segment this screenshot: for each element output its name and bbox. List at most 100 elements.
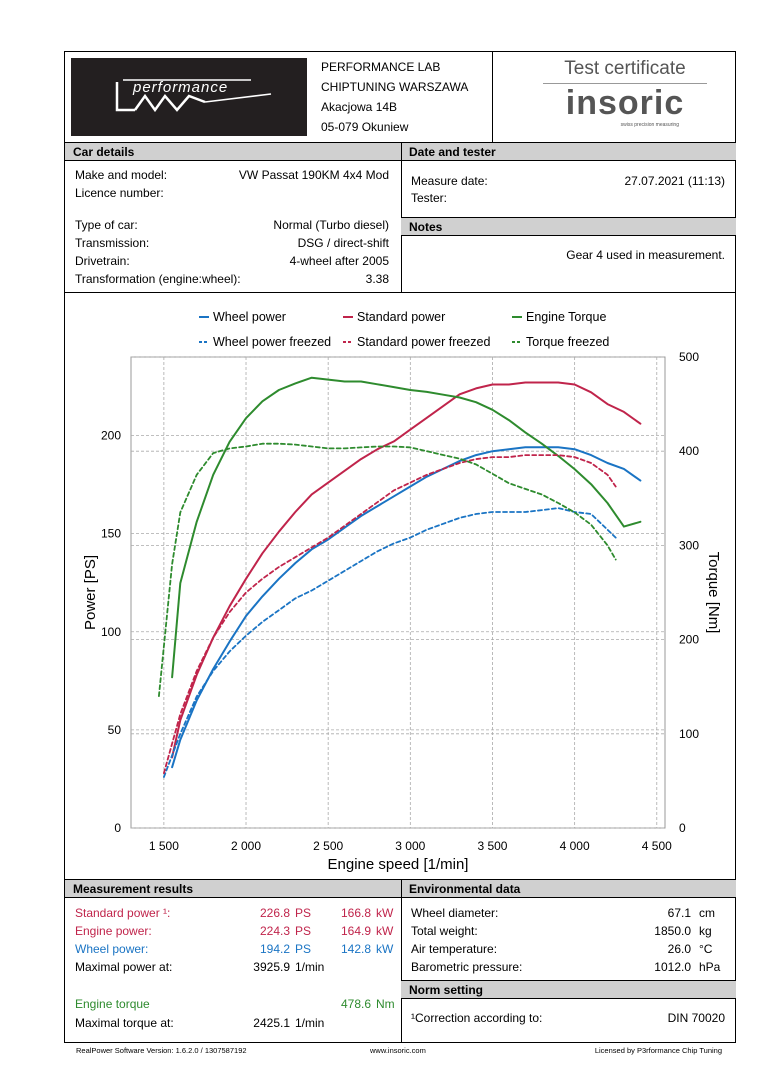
chart-grid: [130, 356, 666, 829]
y-axis-title: Power [PS]: [82, 555, 99, 630]
baro-pressure-value: 1012.0: [654, 960, 691, 974]
max-power-label: Maximal power at:: [75, 960, 173, 974]
plot-frame: [130, 356, 666, 829]
lab-name: PERFORMANCE LAB: [321, 60, 441, 74]
y-tick-label: 100: [101, 625, 121, 639]
wheel-power-label: Wheel power:: [75, 942, 149, 956]
chart-legend: Wheel power Standard power Engine Torque Wh…: [199, 310, 609, 349]
certificate-sheet: performance PERFORMANCE LAB CHIPTUNING W…: [64, 51, 736, 1043]
transformation-value: 3.38: [365, 272, 389, 286]
legend-label: Wheel power freezed: [213, 335, 331, 349]
y2-tick-label: 500: [679, 350, 699, 364]
series-line-standard-power: [171, 381, 642, 759]
wheel-diameter-unit: cm: [699, 906, 715, 920]
x-tick-label: 3 000: [395, 839, 425, 853]
lab-subtitle: CHIPTUNING WARSZAWA: [321, 80, 469, 94]
engine-torque-value: 478.6: [340, 997, 371, 1011]
drivetrain-value: 4-wheel after 2005: [289, 254, 389, 268]
wheel-power-ps-unit: PS: [295, 942, 312, 956]
standard-power-kw: 166.8: [340, 906, 371, 920]
y2-tick-label: 200: [679, 633, 699, 647]
engine-power-kw-unit: kW: [376, 924, 394, 938]
wheel-power-kw-unit: kW: [376, 942, 394, 956]
total-weight-label: Total weight:: [411, 924, 478, 938]
standard-power-label: Standard power ¹:: [75, 906, 171, 920]
date-tester-heading: Date and tester: [401, 142, 736, 161]
power-torque-chart: 1 500 2 000 2 500 3 000 3 500 4 000 4 500 0 50 10…: [82, 310, 722, 873]
drivetrain-label: Drivetrain:: [75, 254, 130, 268]
engine-power-label: Engine power:: [75, 924, 152, 938]
address-line2: 05-079 Okuniew: [321, 120, 409, 134]
make-value: VW Passat 190KM 4x4 Mod: [238, 168, 389, 182]
air-temperature-label: Air temperature:: [411, 942, 498, 956]
type-label: Type of car:: [75, 218, 138, 232]
x-axis-title: Engine speed [1/min]: [328, 856, 469, 873]
max-torque-unit: 1/min: [295, 1016, 325, 1030]
footer-website[interactable]: www.insoric.com: [370, 1046, 426, 1055]
header-divider: [492, 52, 493, 142]
max-power-unit: 1/min: [295, 960, 325, 974]
y-tick-label: 50: [108, 723, 122, 737]
address-line1: Akacjowa 14B: [321, 100, 398, 114]
type-value: Normal (Turbo diesel): [273, 218, 389, 232]
max-power-value: 3925.9: [253, 960, 290, 974]
brand-tagline: swiss precision measuring: [620, 122, 679, 128]
y-tick-label: 0: [114, 821, 121, 835]
footer-license: Licensed by P3rformance Chip Tuning: [594, 1046, 722, 1055]
x-tick-label: 4 500: [642, 839, 672, 853]
performance-lab-logo: performance: [71, 58, 307, 136]
legend-label: Standard power freezed: [357, 335, 490, 349]
brand-name: insoric: [565, 84, 685, 122]
series-line-standard-power-freezed: [163, 454, 617, 775]
x-tick-label: 1 500: [149, 839, 179, 853]
total-weight-value: 1850.0: [654, 924, 691, 938]
standard-power-ps-unit: PS: [295, 906, 312, 920]
engine-power-ps-unit: PS: [295, 924, 312, 938]
x-tick-label: 2 000: [231, 839, 261, 853]
series-line-engine-torque: [171, 376, 642, 679]
y2-axis-title: Torque [Nm]: [705, 552, 722, 634]
legend-label: Engine Torque: [526, 310, 606, 324]
standard-power-kw-unit: kW: [376, 906, 394, 920]
notes-text: Gear 4 used in measurement.: [566, 248, 725, 262]
chart-series: [158, 376, 642, 778]
y-tick-label: 200: [101, 429, 121, 443]
y2-tick-label: 100: [679, 727, 699, 741]
series-line-wheel-power-freezed: [163, 507, 617, 778]
car-details-heading: Car details: [65, 142, 402, 161]
engine-torque-unit: Nm: [376, 997, 395, 1011]
x-tick-label: 3 500: [477, 839, 507, 853]
baro-pressure-label: Barometric pressure:: [411, 960, 523, 974]
notes-heading: Notes: [401, 217, 736, 236]
certificate-title: Test certificate: [564, 58, 686, 79]
standard-power-ps: 226.8: [259, 906, 290, 920]
insoric-logo: Test certificate insoric swiss precision…: [543, 58, 707, 138]
y2-tick-label: 400: [679, 444, 699, 458]
transformation-label: Transformation (engine:wheel):: [75, 272, 241, 286]
y2-tick-label: 300: [679, 538, 699, 552]
series-line-wheel-power: [171, 446, 642, 769]
engine-power-ps: 224.3: [259, 924, 290, 938]
measure-date-value: 27.07.2021 (11:13): [624, 174, 725, 188]
max-torque-label: Maximal torque at:: [75, 1016, 174, 1030]
footer-software: RealPower Software Version: 1.6.2.0 / 13…: [76, 1046, 247, 1055]
max-torque-value: 2425.1: [253, 1016, 290, 1030]
air-temperature-unit: °C: [699, 942, 713, 956]
engine-torque-label: Engine torque: [75, 997, 150, 1011]
transmission-value: DSG / direct-shift: [297, 236, 389, 250]
measure-date-label: Measure date:: [411, 174, 488, 188]
logo-text: performance: [132, 79, 228, 96]
wheel-diameter-value: 67.1: [667, 906, 691, 920]
environment-heading: Environmental data: [401, 879, 736, 898]
wheel-power-ps: 194.2: [259, 942, 290, 956]
x-tick-label: 4 000: [560, 839, 590, 853]
legend-label: Wheel power: [213, 310, 286, 324]
series-line-torque-freezed: [158, 442, 617, 698]
y2-tick-label: 0: [679, 821, 686, 835]
measurement-heading: Measurement results: [65, 879, 402, 898]
transmission-label: Transmission:: [75, 236, 150, 250]
wheel-power-kw: 142.8: [340, 942, 371, 956]
legend-label: Standard power: [357, 310, 445, 324]
wheel-diameter-label: Wheel diameter:: [411, 906, 499, 920]
correction-value: DIN 70020: [667, 1011, 725, 1025]
